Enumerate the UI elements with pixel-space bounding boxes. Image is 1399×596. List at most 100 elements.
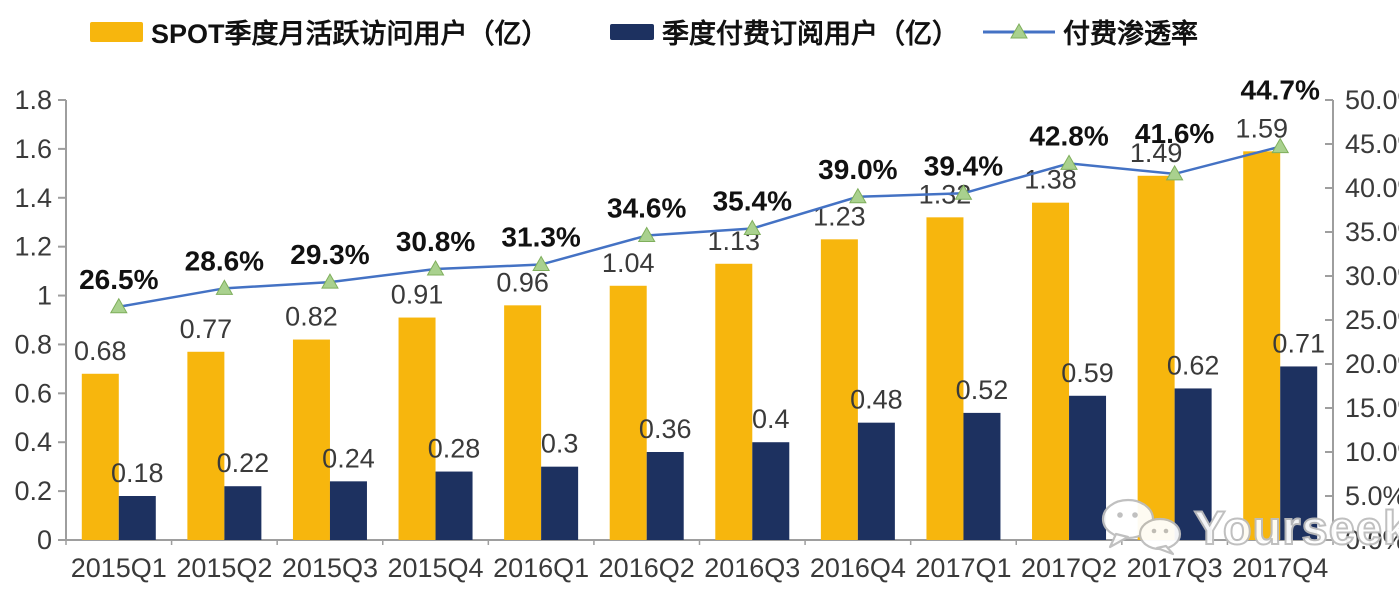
mau-bar [1137,175,1175,540]
percent-label: 28.6% [185,245,264,276]
mau-value-label: 0.91 [391,280,444,310]
subscribers-bar [1069,395,1107,540]
left-axis-tick-label: 0.8 [14,329,52,359]
x-axis-label: 2015Q3 [282,553,378,583]
legend-item-mau: SPOT季度月活跃访问用户（亿） [90,12,549,51]
subscribers-bar [541,466,579,540]
right-axis-tick-label: 0.0% [1345,525,1399,555]
mau-bar [715,263,753,540]
legend-item-subscribers: 季度付费订阅用户（亿） [610,12,959,51]
right-axis-tick-label: 10.0% [1345,437,1399,467]
percent-label: 41.6% [1135,118,1214,149]
x-axis-label: 2016Q2 [599,553,695,583]
subscribers-bar [752,442,790,540]
subscribers-bar [329,481,367,540]
right-axis-tick-label: 15.0% [1345,393,1399,423]
mau-bar [504,305,542,540]
triangle-marker [1271,137,1290,154]
subscribers-value-label: 0.22 [217,448,270,478]
subscribers-value-label: 0.24 [322,443,375,473]
left-axis-tick-label: 0.6 [14,378,52,408]
triangle-marker [743,219,762,235]
mau-value-label: 1.49 [1130,138,1183,168]
left-axis-tick-label: 1.6 [14,134,52,164]
subscribers-bar [224,486,262,540]
left-axis-tick-label: 0.4 [14,427,52,457]
legend-label-subscribers: 季度付费订阅用户（亿） [662,19,959,49]
triangle-marker [637,226,656,243]
legend-label-mau: SPOT季度月活跃访问用户（亿） [151,19,549,49]
mau-bar [820,239,858,541]
left-axis-tick-label: 0.2 [14,476,52,506]
triangle-marker [321,273,339,289]
mau-bar [187,351,225,540]
right-axis-tick-label: 40.0% [1345,173,1399,203]
right-axis-tick-label: 5.0% [1345,481,1399,511]
subscribers-bar-swatch [610,23,654,40]
right-axis-tick-label: 25.0% [1345,305,1399,335]
mau-value-label: 0.96 [496,267,549,297]
mau-bar [81,373,119,540]
right-axis-tick-label: 20.0% [1345,349,1399,379]
left-axis-tick-label: 0 [37,525,52,555]
triangle-marker [954,184,973,200]
percent-label: 34.6% [607,193,686,224]
subscribers-value-label: 0.4 [752,404,790,434]
x-axis-label: 2015Q4 [387,553,483,583]
x-axis-label: 2016Q3 [704,553,800,583]
subscribers-bar [857,422,895,540]
mau-bar [292,339,330,540]
percent-label: 39.0% [818,154,897,185]
subscribers-bar [963,412,1001,540]
mau-value-label: 1.23 [813,201,866,231]
mau-value-label: 0.68 [74,336,127,366]
percent-label: 42.8% [1029,120,1108,151]
mau-bar-swatch [90,21,143,42]
x-axis-label: 2017Q2 [1021,553,1117,583]
triangle-marker [1165,164,1184,181]
subscribers-bar [1174,388,1212,540]
subscribers-value-label: 0.71 [1272,328,1325,358]
mau-value-label: 1.04 [602,248,655,278]
right-axis-tick-label: 45.0% [1345,129,1399,159]
triangle-marker [849,187,867,204]
subscribers-bar [646,452,684,540]
right-axis-tick-label: 50.0% [1345,85,1399,115]
subscribers-value-label: 0.36 [639,414,692,444]
x-axis-label: 2016Q1 [493,553,589,583]
subscribers-value-label: 0.28 [428,434,481,464]
triangle-marker [109,297,128,314]
subscribers-bar [1280,366,1318,540]
percent-label: 29.3% [290,239,369,270]
left-axis-tick-label: 1.2 [14,232,52,262]
legend-label-penetration: 付费渗透率 [1063,19,1198,49]
line-marker-swatch [983,22,1055,38]
subscribers-bar [118,496,156,540]
x-axis-label: 2017Q3 [1127,553,1223,583]
mau-value-label: 0.77 [180,314,233,344]
mau-bar [1032,202,1070,540]
x-axis-label: 2017Q1 [915,553,1011,583]
mau-bar [398,317,436,540]
percent-label: 30.8% [396,226,475,257]
triangle-marker [215,279,234,295]
mau-value-label: 0.82 [285,302,338,332]
subscribers-value-label: 0.62 [1167,350,1220,380]
penetration-line [118,145,1281,309]
mau-bar [926,217,964,541]
mau-bar [1243,151,1281,541]
subscribers-value-label: 0.59 [1061,358,1114,388]
left-axis-tick-label: 1 [37,281,52,311]
mau-value-label: 1.59 [1235,113,1288,143]
subscribers-bar [435,471,473,540]
triangle-marker [532,255,550,272]
percent-label: 39.4% [924,150,1003,181]
x-axis-label: 2015Q2 [176,553,272,583]
legend-item-penetration: 付费渗透率 [983,12,1198,51]
x-axis-label: 2017Q4 [1232,553,1328,583]
percent-label: 31.3% [501,222,580,253]
percent-label: 44.7% [1241,75,1320,106]
x-axis-label: 2015Q1 [71,553,167,583]
